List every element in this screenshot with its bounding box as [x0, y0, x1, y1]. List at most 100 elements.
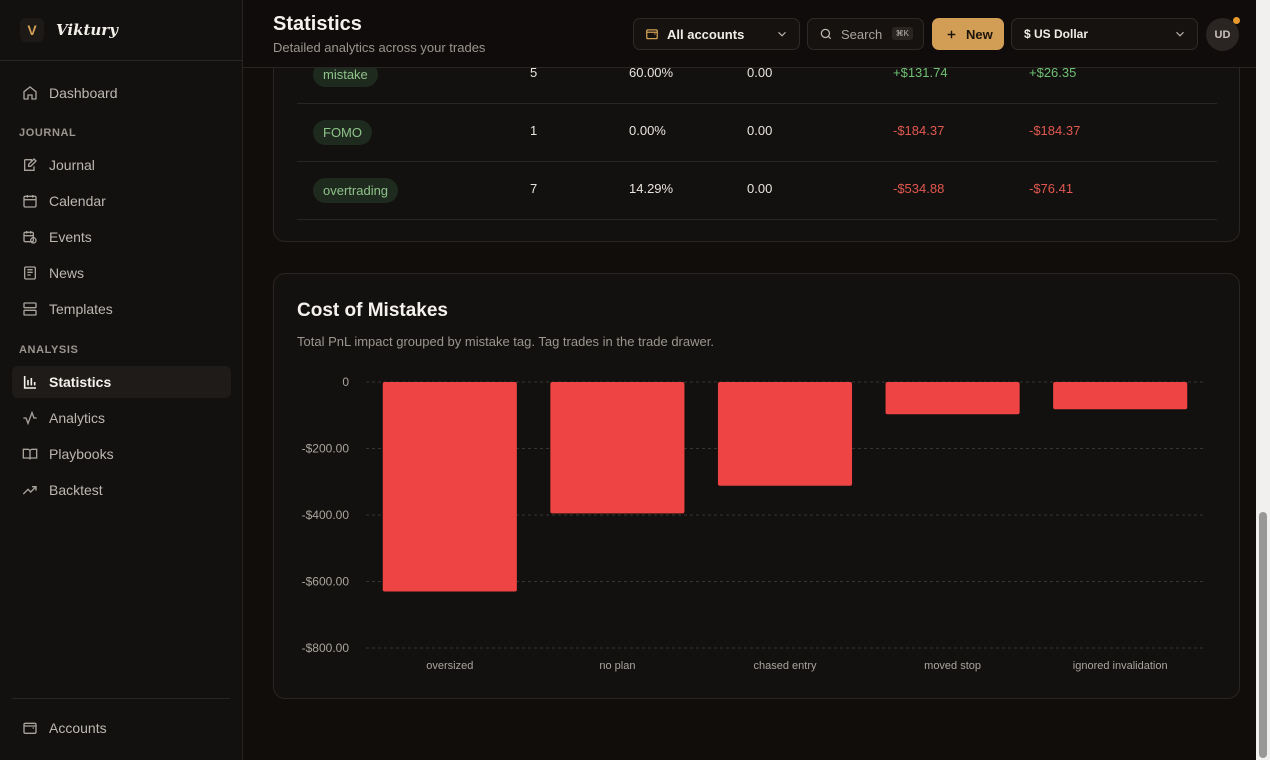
trending-up-icon: [22, 482, 38, 498]
sidebar-item-journal[interactable]: Journal: [12, 149, 231, 181]
value-cell: 0.00: [747, 65, 773, 80]
trades-cell: 5: [530, 65, 538, 80]
x-tick-label: ignored invalidation: [1073, 660, 1168, 672]
search-button[interactable]: Search ⌘K: [807, 18, 924, 50]
sidebar-divider: [0, 60, 242, 61]
sidebar-item-label: Calendar: [49, 193, 106, 209]
sidebar-item-label: Analytics: [49, 410, 106, 426]
bar-chased-entry[interactable]: [717, 382, 853, 486]
trades-cell: 7: [530, 181, 538, 196]
card-title: Cost of Mistakes: [297, 300, 448, 321]
sidebar-item-backtest[interactable]: Backtest: [12, 474, 231, 506]
brand[interactable]: V Viktury: [20, 18, 118, 42]
chevron-down-icon: [775, 27, 789, 46]
page-title: Statistics: [273, 13, 362, 35]
sidebar-item-playbooks[interactable]: Playbooks: [12, 438, 231, 470]
book-icon: [22, 446, 38, 462]
sidebar: V Viktury Dashboard JOURNAL Journal Cale…: [0, 0, 243, 760]
total-pnl-cell: -$534.88: [893, 181, 945, 196]
sidebar-item-label: Backtest: [49, 482, 103, 498]
y-tick-label: -$600.00: [302, 575, 350, 589]
sidebar-item-templates[interactable]: Templates: [12, 293, 231, 325]
sidebar-item-news[interactable]: News: [12, 257, 231, 289]
new-button[interactable]: New: [932, 18, 1004, 50]
sidebar-item-label: Statistics: [49, 374, 112, 390]
account-selector[interactable]: All accounts: [633, 18, 800, 50]
section-label-analysis: ANALYSIS: [19, 344, 79, 356]
cost-of-mistakes-card: Cost of Mistakes Total PnL impact groupe…: [273, 273, 1240, 699]
sidebar-item-accounts[interactable]: Accounts: [12, 712, 231, 744]
currency-label: $ US Dollar: [1024, 27, 1089, 41]
sidebar-item-statistics[interactable]: Statistics: [12, 366, 231, 398]
scrollbar[interactable]: [1256, 0, 1270, 760]
trades-cell: 1: [530, 123, 538, 138]
section-label-journal: JOURNAL: [19, 127, 77, 139]
x-tick-label: oversized: [426, 660, 473, 672]
avg-pnl-cell: +$26.35: [1029, 65, 1077, 80]
search-shortcut: ⌘K: [891, 27, 913, 40]
value-cell: 0.00: [747, 123, 773, 138]
value-cell: 0.00: [747, 181, 773, 196]
calendar-icon: [22, 193, 38, 209]
sidebar-item-label: Templates: [49, 301, 113, 317]
avg-pnl-cell: -$184.37: [1029, 123, 1081, 138]
bar-moved-stop[interactable]: [885, 382, 1020, 415]
home-icon: [22, 85, 38, 101]
tag-pill[interactable]: overtrading: [313, 178, 399, 203]
win-rate-cell: 14.29%: [629, 181, 674, 196]
calendar-clock-icon: [22, 229, 38, 245]
card-description: Total PnL impact grouped by mistake tag.…: [297, 334, 714, 349]
y-tick-label: -$800.00: [302, 641, 350, 655]
cost-of-mistakes-chart: 0 -$200.00 -$400.00 -$600.00 -$800.00 oversiz…: [302, 375, 1204, 672]
chevron-down-icon: [1173, 27, 1187, 46]
page-subtitle: Detailed analytics across your trades: [273, 40, 486, 55]
avatar[interactable]: UD: [1206, 18, 1239, 51]
scrollbar-thumb[interactable]: [1259, 512, 1267, 758]
currency-selector[interactable]: $ US Dollar: [1011, 18, 1198, 50]
newspaper-icon: [22, 265, 38, 281]
x-tick-label: no plan: [599, 660, 635, 672]
activity-icon: [22, 410, 38, 426]
edit-icon: [22, 157, 38, 173]
brand-name: Viktury: [56, 21, 118, 39]
new-button-label: New: [966, 26, 993, 42]
total-pnl-cell: +$131.74: [893, 65, 948, 80]
sidebar-divider: [12, 698, 230, 699]
wallet-icon: [22, 720, 38, 736]
sidebar-item-label: News: [49, 265, 85, 281]
sidebar-item-label: Accounts: [49, 720, 107, 736]
table-row[interactable]: overtrading 7 14.29% 0.00 -$534.88 -$76.…: [297, 162, 1217, 220]
bar-chart-icon: [22, 374, 38, 390]
wallet-icon: [645, 27, 659, 41]
bar-no-plan[interactable]: [550, 382, 685, 514]
table-row[interactable]: mistake 5 60.00% 0.00 +$131.74 +$26.35: [297, 46, 1217, 104]
y-tick-label: -$400.00: [302, 508, 350, 522]
x-tick-label: moved stop: [924, 660, 981, 672]
top-header: Statistics Detailed analytics across you…: [243, 0, 1256, 68]
total-pnl-cell: -$184.37: [893, 123, 945, 138]
sidebar-item-label: Journal: [49, 157, 95, 173]
x-tick-label: chased entry: [754, 660, 817, 672]
bar-ignored-invalidation[interactable]: [1053, 382, 1188, 410]
y-tick-label: -$200.00: [302, 442, 350, 456]
sidebar-item-label: Dashboard: [49, 85, 118, 101]
y-tick-label: 0: [342, 375, 349, 389]
sidebar-item-label: Playbooks: [49, 446, 114, 462]
notification-dot: [1233, 17, 1240, 24]
sidebar-item-events[interactable]: Events: [12, 221, 231, 253]
sidebar-item-analytics[interactable]: Analytics: [12, 402, 231, 434]
win-rate-cell: 60.00%: [629, 65, 674, 80]
sidebar-item-label: Events: [49, 229, 92, 245]
avg-pnl-cell: -$76.41: [1029, 181, 1074, 196]
search-icon: [819, 27, 833, 41]
sidebar-item-dashboard[interactable]: Dashboard: [12, 77, 231, 109]
sidebar-item-calendar[interactable]: Calendar: [12, 185, 231, 217]
tag-pill[interactable]: FOMO: [313, 120, 372, 145]
layout-icon: [22, 301, 38, 317]
brand-logo: V: [20, 18, 44, 42]
bar-oversized[interactable]: [382, 382, 517, 592]
account-selector-label: All accounts: [667, 26, 745, 42]
table-row[interactable]: FOMO 1 0.00% 0.00 -$184.37 -$184.37: [297, 104, 1217, 162]
search-label: Search: [841, 26, 883, 42]
plus-icon: [945, 28, 958, 41]
